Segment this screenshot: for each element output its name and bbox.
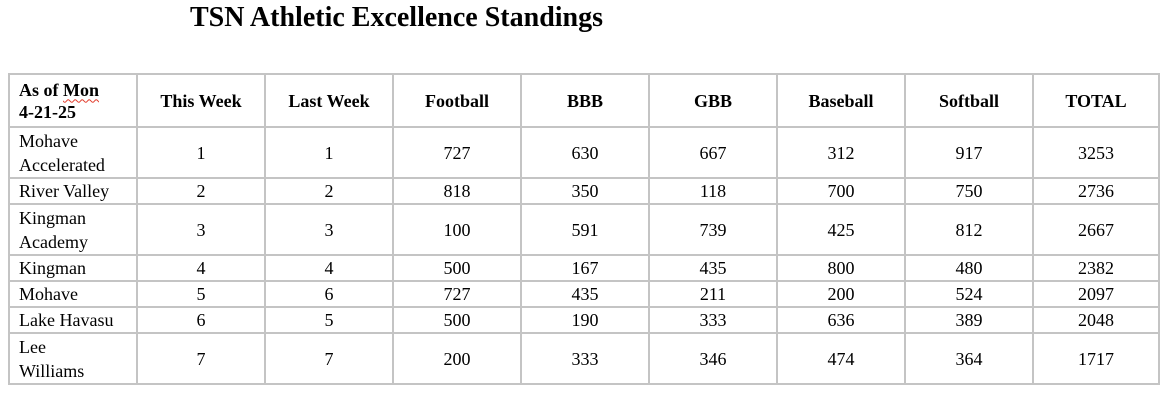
school-name-cell: Mohave xyxy=(8,280,138,308)
football-cell: 727 xyxy=(392,280,522,308)
last-week-cell: 2 xyxy=(264,177,394,205)
this-week-cell: 5 xyxy=(136,280,266,308)
column-header-this-week: This Week xyxy=(136,73,266,128)
this-week-cell: 2 xyxy=(136,177,266,205)
column-header-gbb: GBB xyxy=(648,73,778,128)
table-row: Kingman Academy 3 3 100 591 739 425 812 2… xyxy=(8,203,1160,256)
bbb-cell: 591 xyxy=(520,203,650,256)
football-cell: 200 xyxy=(392,332,522,385)
football-cell: 727 xyxy=(392,126,522,179)
last-week-cell: 5 xyxy=(264,306,394,334)
table-row: Lake Havasu 6 5 500 190 333 636 389 2048 xyxy=(8,306,1160,334)
school-name-line: Williams xyxy=(19,360,85,381)
column-header-softball: Softball xyxy=(904,73,1034,128)
total-cell: 2382 xyxy=(1032,254,1160,282)
column-header-bbb: BBB xyxy=(520,73,650,128)
school-name-line: Accelerated xyxy=(19,154,105,175)
this-week-cell: 6 xyxy=(136,306,266,334)
softball-cell: 389 xyxy=(904,306,1034,334)
gbb-cell: 435 xyxy=(648,254,778,282)
softball-cell: 364 xyxy=(904,332,1034,385)
football-cell: 100 xyxy=(392,203,522,256)
baseball-cell: 200 xyxy=(776,280,906,308)
school-name-cell: River Valley xyxy=(8,177,138,205)
total-cell: 1717 xyxy=(1032,332,1160,385)
bbb-cell: 630 xyxy=(520,126,650,179)
table-row: Lee Williams 7 7 200 333 346 474 364 1717 xyxy=(8,332,1160,385)
as-of-date: 4-21-25 xyxy=(19,101,76,122)
gbb-cell: 346 xyxy=(648,332,778,385)
column-header-baseball: Baseball xyxy=(776,73,906,128)
bbb-cell: 167 xyxy=(520,254,650,282)
football-cell: 500 xyxy=(392,306,522,334)
baseball-cell: 700 xyxy=(776,177,906,205)
baseball-cell: 312 xyxy=(776,126,906,179)
baseball-cell: 636 xyxy=(776,306,906,334)
bbb-cell: 333 xyxy=(520,332,650,385)
school-name-line: Kingman xyxy=(19,207,86,228)
as-of-label: As of Mon xyxy=(19,79,128,101)
table-row: Mohave 5 6 727 435 211 200 524 2097 xyxy=(8,280,1160,308)
school-name-cell: Mohave Accelerated xyxy=(8,126,138,179)
column-header-total: TOTAL xyxy=(1032,73,1160,128)
school-name-cell: Lake Havasu xyxy=(8,306,138,334)
bbb-cell: 435 xyxy=(520,280,650,308)
school-name-cell: Kingman Academy xyxy=(8,203,138,256)
this-week-cell: 3 xyxy=(136,203,266,256)
football-cell: 818 xyxy=(392,177,522,205)
gbb-cell: 739 xyxy=(648,203,778,256)
school-name-cell: Lee Williams xyxy=(8,332,138,385)
last-week-cell: 3 xyxy=(264,203,394,256)
gbb-cell: 118 xyxy=(648,177,778,205)
gbb-cell: 333 xyxy=(648,306,778,334)
last-week-cell: 4 xyxy=(264,254,394,282)
column-header-last-week: Last Week xyxy=(264,73,394,128)
softball-cell: 917 xyxy=(904,126,1034,179)
baseball-cell: 800 xyxy=(776,254,906,282)
as-of-word: As of xyxy=(19,79,59,100)
standings-table: As of Mon 4-21-25 This Week Last Week Fo… xyxy=(8,73,1160,385)
school-name-cell: Kingman xyxy=(8,254,138,282)
total-cell: 2667 xyxy=(1032,203,1160,256)
this-week-cell: 4 xyxy=(136,254,266,282)
last-week-cell: 7 xyxy=(264,332,394,385)
total-cell: 2048 xyxy=(1032,306,1160,334)
school-name-line: Academy xyxy=(19,231,88,252)
this-week-cell: 1 xyxy=(136,126,266,179)
as-of-header: As of Mon 4-21-25 xyxy=(8,73,138,128)
softball-cell: 812 xyxy=(904,203,1034,256)
softball-cell: 750 xyxy=(904,177,1034,205)
gbb-cell: 667 xyxy=(648,126,778,179)
softball-cell: 524 xyxy=(904,280,1034,308)
page-title: TSN Athletic Excellence Standings xyxy=(190,2,604,33)
table-row: River Valley 2 2 818 350 118 700 750 273… xyxy=(8,177,1160,205)
school-name-line: Mohave xyxy=(19,130,78,151)
as-of-day: Mon xyxy=(63,79,99,100)
last-week-cell: 1 xyxy=(264,126,394,179)
bbb-cell: 350 xyxy=(520,177,650,205)
table-row: Kingman 4 4 500 167 435 800 480 2382 xyxy=(8,254,1160,282)
softball-cell: 480 xyxy=(904,254,1034,282)
total-cell: 3253 xyxy=(1032,126,1160,179)
last-week-cell: 6 xyxy=(264,280,394,308)
school-name-line: Lee xyxy=(19,336,46,357)
total-cell: 2736 xyxy=(1032,177,1160,205)
baseball-cell: 474 xyxy=(776,332,906,385)
football-cell: 500 xyxy=(392,254,522,282)
table-header-row: As of Mon 4-21-25 This Week Last Week Fo… xyxy=(8,73,1160,128)
bbb-cell: 190 xyxy=(520,306,650,334)
gbb-cell: 211 xyxy=(648,280,778,308)
table-row: Mohave Accelerated 1 1 727 630 667 312 91… xyxy=(8,126,1160,179)
baseball-cell: 425 xyxy=(776,203,906,256)
total-cell: 2097 xyxy=(1032,280,1160,308)
this-week-cell: 7 xyxy=(136,332,266,385)
column-header-football: Football xyxy=(392,73,522,128)
